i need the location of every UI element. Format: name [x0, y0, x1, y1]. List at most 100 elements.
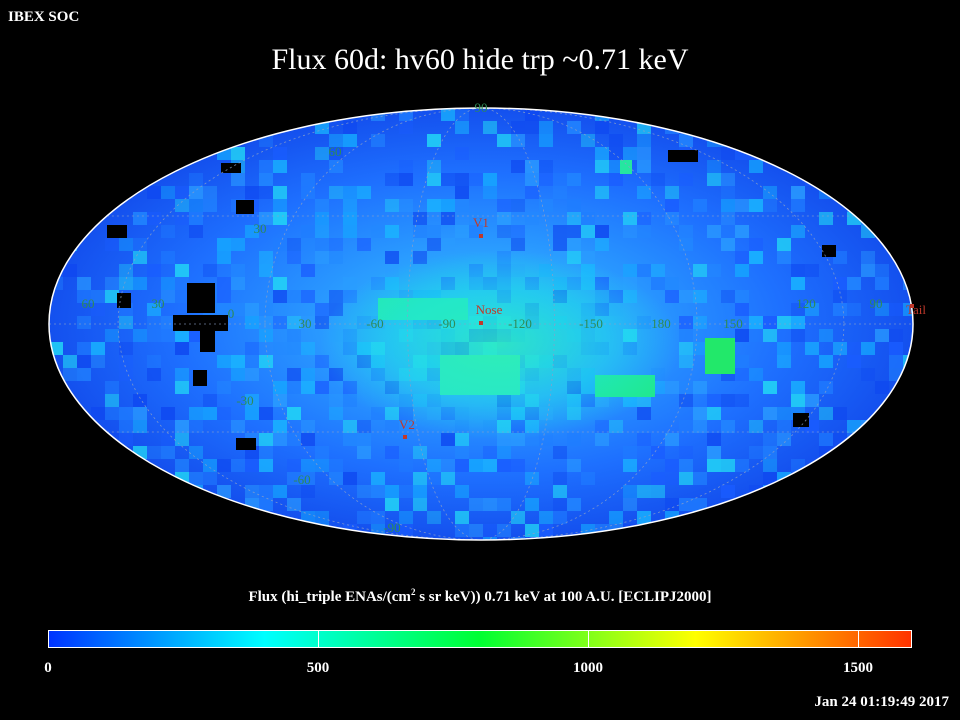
- flux-pixel: [161, 433, 175, 446]
- flux-pixel: [329, 537, 343, 540]
- flux-pixel: [217, 459, 231, 472]
- flux-pixel: [455, 446, 469, 459]
- flux-pixel: [497, 446, 511, 459]
- flux-pixel: [133, 498, 147, 511]
- flux-pixel: [665, 108, 679, 121]
- flux-pixel: [147, 186, 161, 199]
- marker-label-tail: Tail: [906, 302, 926, 317]
- flux-pixel: [693, 381, 707, 394]
- flux-pixel: [245, 186, 259, 199]
- flux-pixel: [749, 121, 763, 134]
- flux-pixel: [609, 511, 623, 524]
- flux-pixel: [287, 290, 301, 303]
- flux-pixel: [483, 524, 497, 537]
- flux-pixel: [119, 238, 133, 251]
- marker-point: [479, 234, 483, 238]
- flux-pixel: [693, 498, 707, 511]
- flux-pixel: [119, 420, 133, 433]
- flux-pixel: [875, 108, 889, 121]
- flux-pixel: [329, 134, 343, 147]
- flux-pixel: [861, 368, 875, 381]
- flux-pixel: [343, 277, 357, 290]
- lon-label: 30: [152, 296, 165, 311]
- flux-pixel: [833, 342, 847, 355]
- flux-pixel: [819, 108, 833, 121]
- flux-pixel: [189, 173, 203, 186]
- flux-pixel: [133, 407, 147, 420]
- flux-pixel: [315, 147, 329, 160]
- flux-pixel: [357, 511, 371, 524]
- flux-pixel: [623, 485, 637, 498]
- flux-pixel: [49, 186, 63, 199]
- flux-pixel: [105, 472, 119, 485]
- flux-pixel: [217, 303, 231, 316]
- lon-label: 60: [82, 296, 95, 311]
- flux-pixel: [175, 264, 189, 277]
- flux-pixel: [427, 459, 441, 472]
- flux-pixel: [245, 511, 259, 524]
- flux-pixel: [217, 381, 231, 394]
- flux-pixel: [119, 316, 133, 329]
- flux-pixel: [693, 342, 707, 355]
- flux-pixel: [273, 108, 287, 121]
- flux-pixel: [889, 303, 903, 316]
- flux-pixel: [105, 524, 119, 537]
- flux-pixel: [749, 238, 763, 251]
- flux-pixel: [525, 498, 539, 511]
- flux-pixel: [497, 212, 511, 225]
- flux-pixel: [553, 472, 567, 485]
- flux-pixel: [441, 459, 455, 472]
- flux-pixel: [189, 329, 203, 342]
- flux-pixel: [63, 238, 77, 251]
- graticule-meridian: [264, 108, 698, 540]
- flux-pixel: [777, 433, 791, 446]
- flux-pixel: [791, 303, 805, 316]
- flux-pixel: [749, 498, 763, 511]
- flux-pixel: [861, 420, 875, 433]
- flux-pixel: [217, 355, 231, 368]
- flux-pixel: [455, 173, 469, 186]
- flux-pixel: [147, 212, 161, 225]
- flux-pixel: [287, 316, 301, 329]
- flux-pixel: [525, 524, 539, 537]
- lon-label: 120: [796, 296, 816, 311]
- flux-pixel: [455, 459, 469, 472]
- flux-pixel: [175, 134, 189, 147]
- flux-pixel: [679, 342, 693, 355]
- flux-pixel: [105, 537, 119, 540]
- flux-pixel: [721, 212, 735, 225]
- flux-pixel: [245, 316, 259, 329]
- flux-pixel: [147, 303, 161, 316]
- flux-pixel: [63, 368, 77, 381]
- flux-pixel: [763, 186, 777, 199]
- marker-label-nose: Nose: [476, 302, 503, 317]
- flux-pixel: [203, 524, 217, 537]
- flux-pixel: [651, 277, 665, 290]
- flux-pixel: [763, 199, 777, 212]
- flux-pixel: [203, 186, 217, 199]
- flux-pixel: [595, 108, 609, 121]
- flux-pixel: [861, 342, 875, 355]
- flux-pixel: [161, 407, 175, 420]
- flux-pixel: [77, 420, 91, 433]
- flux-pixel: [357, 446, 371, 459]
- flux-pixel: [819, 329, 833, 342]
- flux-pixel: [385, 199, 399, 212]
- flux-pixel: [763, 498, 777, 511]
- flux-pixel: [189, 199, 203, 212]
- flux-pixel: [847, 355, 861, 368]
- flux-pixel: [105, 381, 119, 394]
- flux-pixel: [231, 459, 245, 472]
- flux-pixel: [693, 524, 707, 537]
- flux-pixel: [455, 524, 469, 537]
- flux-pixel: [707, 160, 721, 173]
- flux-pixel: [469, 459, 483, 472]
- flux-pixel: [315, 511, 329, 524]
- flux-pixel: [231, 277, 245, 290]
- flux-pixel: [581, 134, 595, 147]
- flux-pixel: [287, 108, 301, 121]
- flux-pixel: [721, 420, 735, 433]
- flux-pixel: [805, 485, 819, 498]
- flux-pixel: [665, 212, 679, 225]
- flux-pixel: [497, 199, 511, 212]
